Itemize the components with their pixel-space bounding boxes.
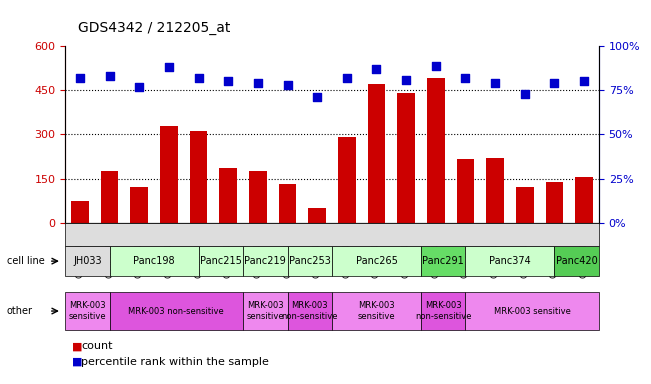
Bar <box>427 78 445 223</box>
Bar <box>101 171 118 223</box>
Text: MRK-003
sensitive: MRK-003 sensitive <box>68 301 106 321</box>
Text: Panc198: Panc198 <box>133 256 175 266</box>
Bar <box>456 159 475 223</box>
Bar <box>575 177 593 223</box>
Point <box>283 82 293 88</box>
Text: Panc215: Panc215 <box>200 256 242 266</box>
Point <box>549 80 560 86</box>
Point <box>579 78 589 84</box>
Point <box>342 75 352 81</box>
Text: MRK-003
sensitive: MRK-003 sensitive <box>357 301 395 321</box>
Point <box>460 75 471 81</box>
Text: Panc219: Panc219 <box>244 256 286 266</box>
Point <box>163 64 174 70</box>
Bar <box>160 126 178 223</box>
Text: percentile rank within the sample: percentile rank within the sample <box>81 357 270 367</box>
Point <box>312 94 322 100</box>
Bar <box>130 187 148 223</box>
Bar <box>71 200 89 223</box>
Text: Panc420: Panc420 <box>556 256 598 266</box>
Text: JH033: JH033 <box>73 256 102 266</box>
Text: other: other <box>7 306 33 316</box>
Bar <box>219 168 237 223</box>
Point <box>490 80 501 86</box>
Point <box>193 75 204 81</box>
Text: Panc253: Panc253 <box>289 256 331 266</box>
Text: Panc265: Panc265 <box>355 256 397 266</box>
Point <box>430 63 441 69</box>
Point <box>519 91 530 97</box>
Text: GDS4342 / 212205_at: GDS4342 / 212205_at <box>78 21 230 35</box>
Bar <box>309 208 326 223</box>
Text: MRK-003
non-sensitive: MRK-003 non-sensitive <box>281 301 338 321</box>
Text: Panc374: Panc374 <box>489 256 531 266</box>
Point <box>104 73 115 79</box>
Text: ■: ■ <box>72 341 82 351</box>
Bar <box>486 158 504 223</box>
Text: MRK-003
sensitive: MRK-003 sensitive <box>247 301 284 321</box>
Bar <box>189 131 208 223</box>
Point <box>75 75 85 81</box>
Text: MRK-003
non-sensitive: MRK-003 non-sensitive <box>415 301 471 321</box>
Bar <box>397 93 415 223</box>
Bar <box>546 182 563 223</box>
Point <box>401 76 411 83</box>
Text: ■: ■ <box>72 357 82 367</box>
Text: Panc291: Panc291 <box>422 256 464 266</box>
Bar <box>516 187 534 223</box>
Bar <box>338 137 355 223</box>
Text: cell line: cell line <box>7 256 44 266</box>
Bar <box>279 184 296 223</box>
Point <box>223 78 234 84</box>
Bar <box>368 84 385 223</box>
Point <box>371 66 381 72</box>
Point <box>134 84 145 90</box>
Text: MRK-003 sensitive: MRK-003 sensitive <box>493 306 571 316</box>
Point <box>253 80 263 86</box>
Text: MRK-003 non-sensitive: MRK-003 non-sensitive <box>128 306 224 316</box>
Text: count: count <box>81 341 113 351</box>
Bar <box>249 171 267 223</box>
